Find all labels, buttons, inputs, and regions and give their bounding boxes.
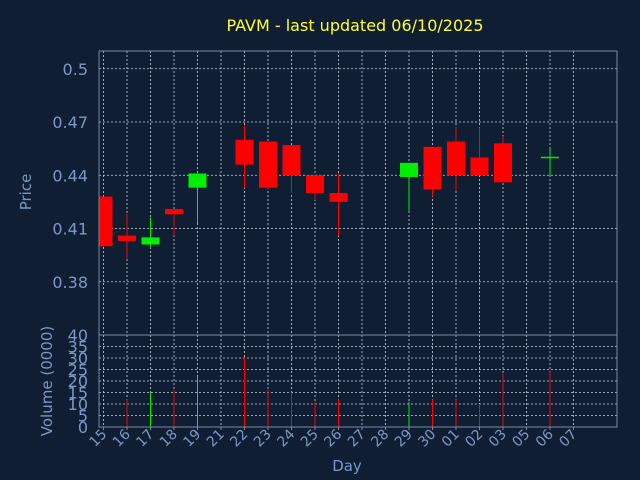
candle-body bbox=[329, 193, 348, 202]
volume-tick-label: 10 bbox=[68, 395, 88, 414]
x-tick-label: 27 bbox=[345, 427, 369, 451]
candle-body bbox=[235, 139, 254, 165]
price-tick-label: 0.41 bbox=[52, 220, 88, 239]
x-tick-label: 17 bbox=[133, 427, 157, 451]
price-tick-label: 0.44 bbox=[52, 166, 88, 185]
volume-bars bbox=[126, 358, 551, 427]
x-axis-ticks: 15 16 17 18 19 21 22 23 24 25 26 27 28 29 30 01 02 03 05 06… bbox=[86, 426, 580, 450]
price-grid bbox=[99, 51, 617, 335]
candle-body bbox=[423, 146, 442, 190]
candle-body bbox=[141, 237, 160, 245]
candle-body bbox=[494, 143, 512, 183]
candle-body bbox=[400, 162, 418, 178]
x-tick-label: 15 bbox=[86, 427, 110, 451]
candle-body bbox=[282, 145, 301, 176]
volume-tick-label: 5 bbox=[78, 407, 88, 426]
x-tick-label: 23 bbox=[251, 427, 275, 451]
x-tick-label: 02 bbox=[462, 427, 486, 451]
candle-body bbox=[99, 196, 113, 247]
price-candles bbox=[99, 125, 559, 259]
candle-body bbox=[188, 173, 207, 188]
x-tick-label: 25 bbox=[298, 427, 322, 451]
x-tick-label: 26 bbox=[321, 426, 345, 450]
volume-plot-frame bbox=[98, 334, 618, 428]
x-tick-label: 30 bbox=[415, 427, 439, 451]
price-tick-label: 0.47 bbox=[52, 113, 88, 132]
volume-tick-label: 35 bbox=[68, 338, 88, 357]
volume-tick-label: 30 bbox=[68, 349, 88, 368]
x-axis-label: Day bbox=[332, 457, 362, 475]
x-tick-label: 22 bbox=[227, 427, 251, 451]
volume-tick-label: 40 bbox=[68, 326, 88, 345]
volume-tick-label: 15 bbox=[68, 384, 88, 403]
x-tick-label: 24 bbox=[274, 426, 298, 450]
chart-title: PAVM - last updated 06/10/2025 bbox=[226, 16, 483, 35]
candle-body bbox=[259, 141, 277, 188]
candle-body bbox=[118, 235, 136, 241]
volume-tick-label: 20 bbox=[68, 372, 88, 391]
x-tick-label: 29 bbox=[392, 427, 416, 451]
x-tick-label: 21 bbox=[204, 427, 228, 451]
price-plot-frame bbox=[98, 50, 618, 336]
price-axis-label: Price bbox=[17, 174, 35, 211]
volume-tick-label: 25 bbox=[68, 361, 88, 380]
volume-axis-label: Volume (0000) bbox=[38, 326, 56, 436]
volume-grid bbox=[99, 335, 617, 428]
x-tick-label: 28 bbox=[368, 427, 392, 451]
x-tick-label: 16 bbox=[110, 426, 134, 450]
candle-body bbox=[306, 175, 324, 193]
price-y-ticks: 0.38 0.41 0.44 0.47 0.5 bbox=[52, 60, 88, 292]
x-tick-label: 19 bbox=[180, 427, 204, 451]
x-tick-label: 05 bbox=[509, 427, 533, 451]
price-tick-label: 0.5 bbox=[63, 60, 88, 79]
x-tick-label: 07 bbox=[556, 427, 580, 451]
candle-body bbox=[470, 157, 489, 176]
volume-tick-label: 0 bbox=[78, 418, 88, 437]
candle-body bbox=[447, 141, 465, 176]
x-tick-label: 06 bbox=[533, 426, 557, 450]
x-tick-label: 18 bbox=[157, 427, 181, 451]
x-tick-label: 01 bbox=[439, 427, 463, 451]
x-tick-label: 03 bbox=[486, 427, 510, 451]
candle-body bbox=[165, 208, 183, 215]
price-tick-label: 0.38 bbox=[52, 273, 88, 292]
